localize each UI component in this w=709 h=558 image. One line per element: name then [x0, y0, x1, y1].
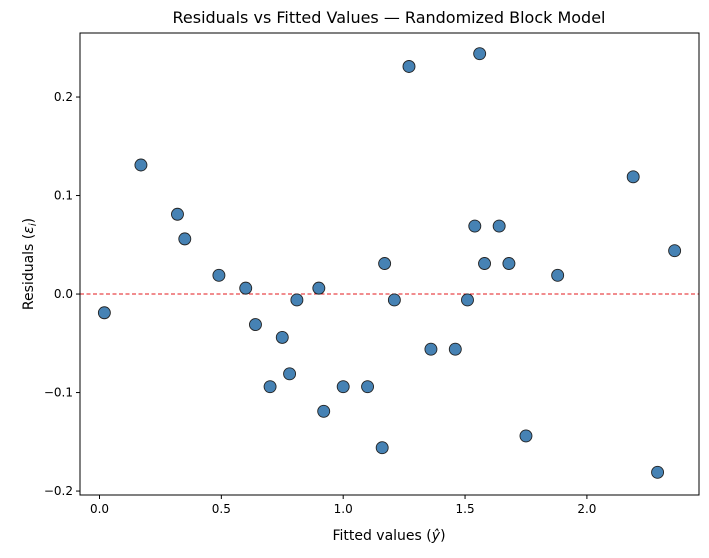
plot-area [79, 32, 700, 496]
data-point [317, 404, 331, 418]
data-point [668, 244, 682, 258]
data-point [171, 207, 184, 221]
data-points [97, 47, 682, 479]
data-point [402, 60, 416, 73]
x-tick-label: 0.0 [90, 502, 109, 516]
data-point [212, 268, 226, 282]
y-tick-label: −0.2 [44, 484, 73, 498]
data-point [448, 342, 462, 356]
x-tick-label: 1.0 [334, 502, 353, 516]
plot-frame [79, 32, 700, 496]
y-axis-ticks: −0.2 −0.1 0.0 0.1 0.2 [44, 90, 80, 498]
data-point [651, 465, 665, 479]
data-point [424, 342, 438, 356]
data-point [492, 219, 506, 233]
data-point [387, 293, 401, 307]
data-point [626, 170, 640, 184]
data-point [283, 367, 297, 381]
data-point [478, 257, 491, 270]
x-axis-label: Fitted values (ŷ) [332, 528, 445, 544]
data-point [468, 219, 482, 233]
y-tick-label: 0.2 [54, 90, 73, 104]
data-point [519, 429, 533, 443]
y-axis-label: Residuals (εi) [21, 218, 39, 310]
data-point [361, 380, 375, 394]
data-point [239, 281, 253, 295]
x-axis-ticks: 0.0 0.5 1.0 1.5 2.0 [90, 495, 596, 516]
data-point [551, 268, 565, 282]
data-point [378, 257, 392, 270]
data-point [275, 330, 289, 344]
y-tick-label: −0.1 [44, 386, 73, 400]
data-point [312, 281, 326, 295]
x-tick-label: 0.5 [212, 502, 231, 516]
data-point [249, 318, 262, 332]
data-point [97, 306, 111, 320]
data-point [134, 158, 148, 172]
y-tick-label: 0.1 [54, 189, 73, 203]
data-point [473, 47, 487, 61]
chart-title: Residuals vs Fitted Values — Randomized … [172, 8, 605, 27]
data-point [178, 232, 192, 246]
data-point [290, 293, 304, 307]
data-point [502, 257, 516, 270]
data-point [375, 441, 389, 455]
x-tick-label: 2.0 [577, 502, 596, 516]
data-point [461, 293, 474, 307]
data-point [336, 380, 350, 394]
y-tick-label: 0.0 [54, 287, 73, 301]
x-tick-label: 1.5 [456, 502, 475, 516]
data-point [263, 380, 277, 394]
